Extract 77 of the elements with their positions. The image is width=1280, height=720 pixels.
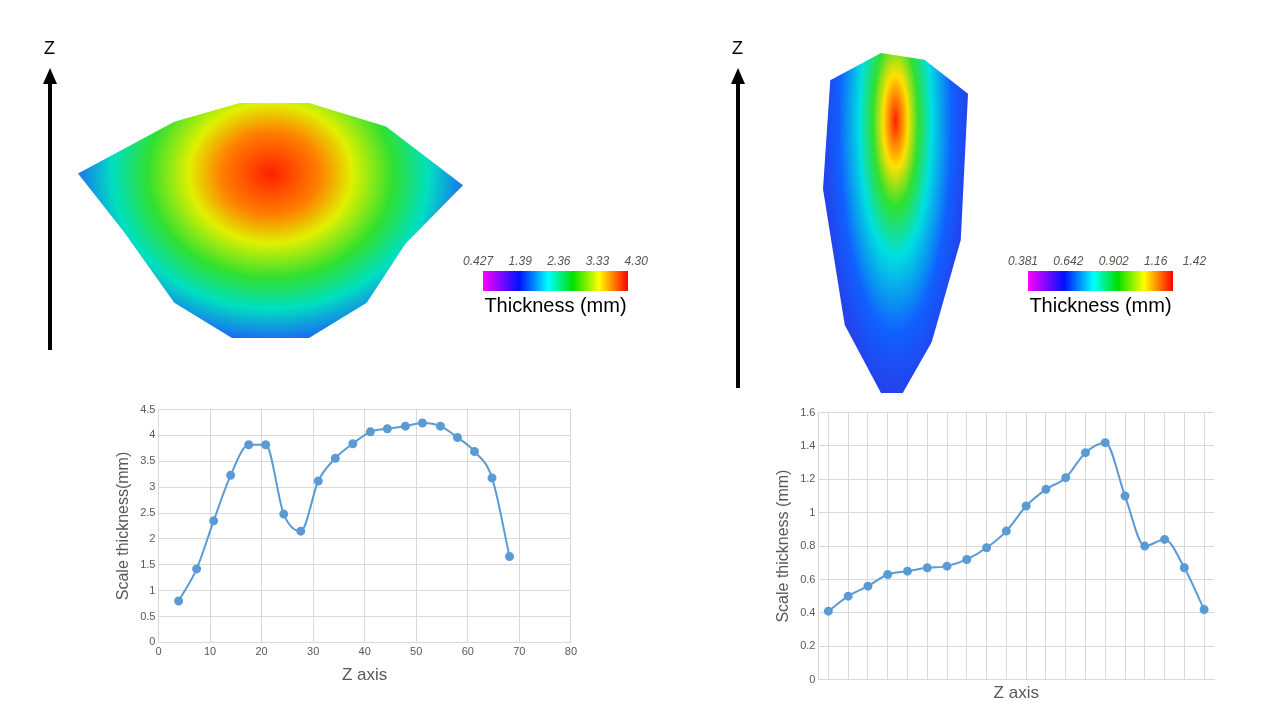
y-tick-label: 3	[149, 480, 156, 493]
y-tick-label: 4	[149, 428, 156, 441]
x-tick-label: 10	[203, 645, 217, 658]
y-tick-label: 2.5	[140, 506, 156, 519]
point	[1080, 448, 1090, 458]
point	[313, 476, 323, 486]
y-tick-label: 1.2	[800, 472, 816, 485]
y-tick-label: 1.5	[140, 557, 156, 570]
point	[1001, 526, 1011, 536]
point	[417, 418, 427, 428]
y-tick-label: 1	[149, 583, 156, 596]
point	[244, 440, 254, 450]
point	[330, 453, 340, 463]
y-axis-title: Scale thickness(mm)	[114, 451, 132, 601]
point	[823, 606, 833, 616]
point	[863, 581, 873, 591]
y-tick-label: 3.5	[140, 454, 156, 467]
y-tick-label: 0.4	[800, 605, 816, 618]
point	[982, 543, 992, 553]
x-tick-label: 20	[255, 645, 268, 658]
text: Z	[44, 38, 55, 59]
y-tick-label: 1.4	[800, 439, 816, 452]
point	[505, 552, 515, 562]
y-tick-label: 1.6	[800, 405, 816, 418]
point	[902, 566, 912, 576]
point	[226, 470, 236, 480]
point	[487, 473, 497, 483]
point	[296, 526, 306, 536]
point	[1120, 491, 1130, 501]
y-tick-label: 0	[809, 672, 816, 685]
point	[400, 421, 410, 431]
point	[1100, 438, 1110, 448]
point	[1021, 501, 1031, 511]
x-tick-label: 60	[461, 645, 474, 658]
y-tick-label: 0.5	[140, 609, 156, 622]
point	[209, 516, 219, 526]
text: 0.381 0.642 0.902 1.16 1.42	[1008, 254, 1207, 268]
y-tick-label: 0.6	[800, 572, 816, 585]
y-axis-title: Scale thickness (mm)	[774, 469, 792, 623]
point	[348, 439, 358, 449]
point	[435, 421, 445, 431]
point	[922, 563, 932, 573]
point	[1061, 473, 1071, 483]
point	[279, 509, 289, 519]
point	[1199, 605, 1209, 615]
x-tick-label: 40	[358, 645, 371, 658]
color-bar-title: Thickness (mm)	[1028, 294, 1173, 317]
point	[261, 440, 271, 450]
x-tick-label: 70	[513, 645, 526, 658]
x-axis-title: Z axis	[342, 665, 388, 685]
point	[365, 427, 375, 437]
point	[1140, 541, 1150, 551]
point	[382, 424, 392, 434]
text: Z	[732, 38, 743, 59]
point	[843, 591, 853, 601]
x-tick-label: 80	[564, 645, 578, 658]
text: 0.427 1.39 2.36 3.33 4.30	[463, 254, 648, 268]
y-tick-label: 0.2	[800, 639, 816, 652]
point	[1179, 563, 1189, 573]
x-tick-label: 50	[410, 645, 423, 658]
y-tick-label: 1	[809, 505, 816, 518]
point	[962, 554, 972, 564]
x-axis-title: Z axis	[993, 683, 1039, 703]
y-tick-label: 0.8	[800, 539, 816, 552]
y-tick-label: 2	[149, 531, 156, 544]
point	[469, 447, 479, 456]
x-tick-label: 30	[307, 645, 320, 658]
color-bar-title: Thickness (mm)	[483, 294, 628, 317]
point	[1160, 534, 1170, 544]
point	[452, 433, 462, 443]
point	[883, 569, 893, 579]
point	[1041, 484, 1051, 494]
point	[942, 561, 952, 571]
point	[174, 596, 184, 606]
y-tick-label: 4.5	[140, 402, 156, 415]
point	[192, 564, 202, 574]
y-tick-label: 0	[149, 635, 156, 648]
